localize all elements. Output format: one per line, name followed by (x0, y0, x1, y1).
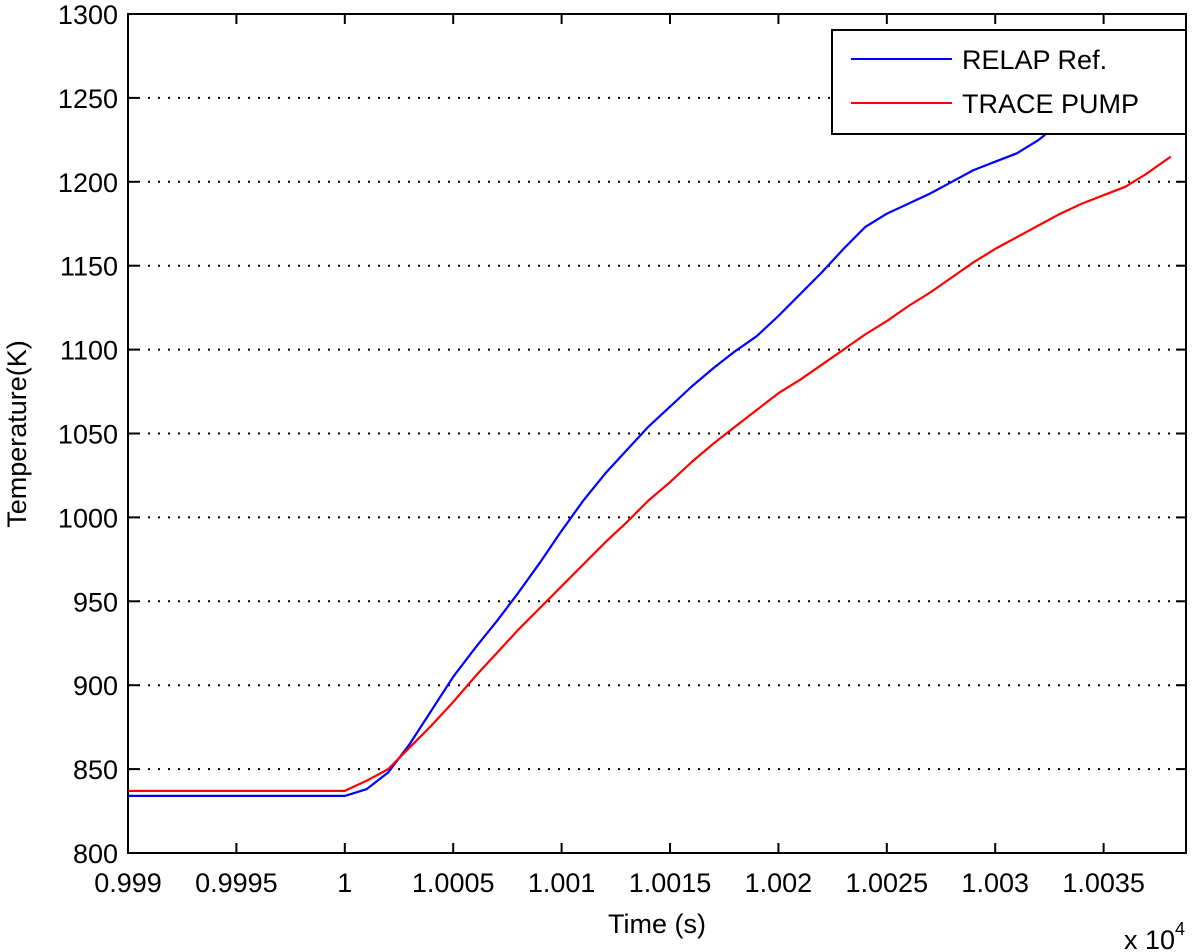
legend-label-trace: TRACE PUMP (962, 89, 1139, 119)
x-tick-label: 1.0005 (412, 868, 495, 898)
y-tick-labels: 800 850 900 950 1000 1050 1100 1150 1200 1250 1300 (58, 0, 118, 869)
x-tick-label: 1.0015 (629, 868, 712, 898)
y-tick-label: 1000 (58, 503, 118, 533)
x-tick-label: 1.0035 (1062, 868, 1145, 898)
y-tick-label: 950 (73, 587, 118, 617)
y-tick-label: 1300 (58, 0, 118, 30)
series-line-trace (128, 155, 1172, 792)
y-tick-label: 800 (73, 839, 118, 869)
x-tick-label: 1.002 (745, 868, 813, 898)
series-layer (128, 133, 1172, 797)
series-line-relap (128, 133, 1046, 797)
y-tick-label: 1250 (58, 84, 118, 114)
y-tick-label: 900 (73, 671, 118, 701)
y-tick-label: 1100 (60, 336, 118, 366)
x-tick-label: 0.999 (94, 868, 162, 898)
y-axis-label: Temperature(K) (2, 340, 32, 528)
x-axis-label: Time (s) (608, 909, 706, 939)
y-tick-label: 1200 (58, 168, 118, 198)
x-tick-label: 1.001 (528, 868, 596, 898)
x-tick-label: 1.003 (961, 868, 1029, 898)
x-axis-multiplier: x 104 (1124, 919, 1185, 952)
x-axis-multiplier-base: x 10 (1124, 925, 1175, 952)
ticks (127, 13, 1186, 854)
x-tick-label: 1.0025 (846, 868, 929, 898)
x-axis-multiplier-exponent: 4 (1175, 919, 1185, 939)
x-tick-label: 0.9995 (195, 868, 278, 898)
legend-label-relap: RELAP Ref. (962, 45, 1107, 75)
x-tick-labels: 0.999 0.9995 1 1.0005 1.001 1.0015 1.002 1.0025… (94, 868, 1145, 898)
y-tick-label: 850 (73, 755, 118, 785)
y-tick-label: 1150 (60, 252, 118, 282)
y-tick-label: 1050 (58, 420, 118, 450)
legend-box (831, 29, 1187, 135)
legend: RELAP Ref. TRACE PUMP (831, 29, 1187, 135)
x-tick-label: 1 (337, 868, 352, 898)
